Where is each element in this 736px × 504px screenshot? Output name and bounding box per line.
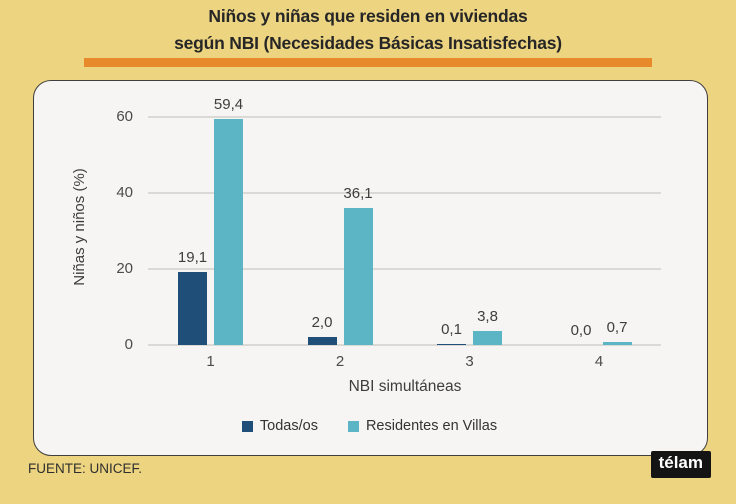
source-text: FUENTE: UNICEF. <box>28 461 143 476</box>
bar-value-label: 0,0 <box>570 322 592 339</box>
bar <box>178 272 207 345</box>
x-axis-title: NBI simultáneas <box>348 378 462 395</box>
legend-label: Todas/os <box>259 418 318 434</box>
legend-label: Residentes en Villas <box>365 418 498 434</box>
bar <box>437 344 466 345</box>
bar-value-label: 3,8 <box>477 308 498 325</box>
chart-title: Niños y niñas que residen en viviendas s… <box>0 3 736 57</box>
y-tick-label: 60 <box>116 108 133 125</box>
gridline <box>148 344 661 346</box>
y-tick-label: 20 <box>116 260 133 277</box>
legend-swatch <box>347 420 359 432</box>
bar-value-label: 2,0 <box>311 314 333 331</box>
bar-value-label: 0,7 <box>606 319 628 336</box>
x-tick-label: 1 <box>206 353 215 370</box>
chart-title-line2: según NBI (Necesidades Básicas Insatisfe… <box>174 33 562 53</box>
bar <box>343 208 373 345</box>
x-tick-label: 2 <box>335 353 345 370</box>
x-tick-label: 4 <box>594 353 604 370</box>
bar-value-label: 0,1 <box>441 321 462 338</box>
y-tick-label: 40 <box>116 184 133 201</box>
bar <box>307 337 337 345</box>
bar-value-label: 59,4 <box>213 96 244 113</box>
bar-value-label: 19,1 <box>177 249 208 266</box>
gridline <box>148 268 661 270</box>
legend-swatch <box>241 420 253 432</box>
x-tick-label: 3 <box>465 353 474 370</box>
legend: Todas/os Residentes en Villas <box>33 418 706 434</box>
legend-item: Residentes en Villas <box>347 418 498 434</box>
chart-title-line1: Niños y niñas que residen en viviendas <box>208 6 528 26</box>
legend-item: Todas/os <box>241 418 318 434</box>
telam-logo: télam <box>650 451 711 478</box>
bar <box>214 119 243 345</box>
bar-value-label: 36,1 <box>343 185 373 202</box>
gridline <box>148 116 661 118</box>
bar <box>473 331 502 345</box>
bar <box>602 342 632 345</box>
y-tick-label: 0 <box>124 336 133 353</box>
y-axis-title-text: Niñas y niños (%) <box>70 168 88 286</box>
accent-rule <box>84 58 652 67</box>
gridline <box>148 192 661 194</box>
